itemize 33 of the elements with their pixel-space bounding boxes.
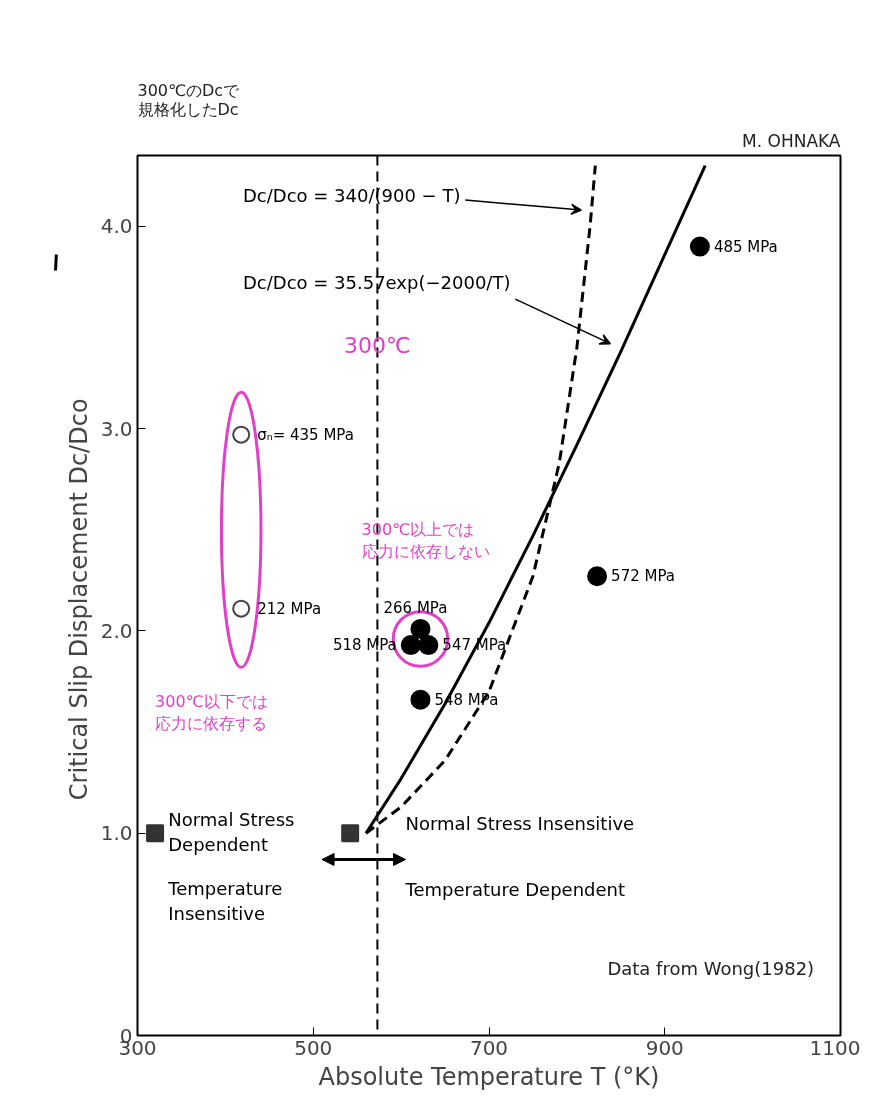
annotation: Data from Wong(1982) [607, 958, 815, 980]
text: M. OHNAKA [742, 130, 841, 151]
annotation: 572 MPa [611, 567, 675, 586]
annotation: σₙ= 435 MPa [257, 425, 354, 444]
y-tick-label: 1.0 [100, 821, 133, 846]
y-tick-label: 2.0 [100, 618, 133, 643]
point [232, 599, 251, 618]
annotation: Dc/Dco = 35.57exp(−2000/T) [242, 272, 511, 294]
annotation: 266 MPa [383, 598, 448, 617]
annotation: Normal Stress Dependent [168, 808, 295, 856]
x-axis-title: Absolute Temperature T (°K) [318, 1062, 660, 1091]
annotation: 485 MPa [713, 237, 778, 256]
x-tick-label: 900 [645, 1035, 684, 1060]
y-axis-title: Critical Slip Displacement Dc/Dco [64, 398, 93, 801]
annotation: Temperature Dependent [404, 879, 626, 901]
annotation: Dc/Dco = 340/(900 − T) [242, 185, 461, 207]
point [410, 689, 431, 710]
x-tick-label: 1100 [809, 1035, 861, 1060]
annotation: Normal Stress Insensitive [405, 812, 635, 834]
x-tick-label: 700 [469, 1035, 509, 1060]
point [689, 236, 710, 257]
point [232, 425, 251, 444]
y-tick-label: 3.0 [100, 416, 133, 441]
x-tick-label: 500 [294, 1035, 333, 1060]
point [587, 566, 608, 587]
annotation: 212 MPa [257, 599, 322, 618]
annotation: 300℃ [344, 332, 411, 358]
point [146, 824, 165, 843]
y-tick-label: 4.0 [100, 214, 133, 239]
annotation: 300℃以下では応力に依存する [155, 691, 268, 734]
point [341, 824, 360, 843]
annotation: Temperature Insensitive [167, 877, 283, 924]
text: 300℃のDcで規格化したDc [137, 80, 241, 119]
